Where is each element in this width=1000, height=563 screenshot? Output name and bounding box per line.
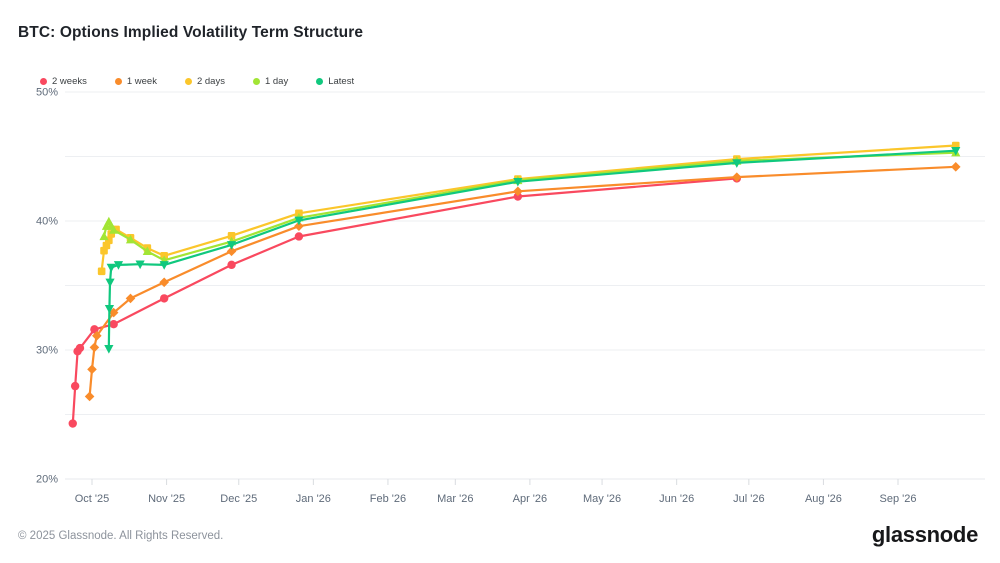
legend-label: 1 day [264, 76, 289, 87]
legend-dot-icon [184, 78, 192, 85]
legend-item-1-day[interactable]: 1 day [252, 76, 289, 87]
marker [106, 263, 116, 273]
marker [732, 159, 742, 168]
legend-label: 2 days [196, 76, 225, 87]
marker [950, 162, 961, 172]
marker [125, 234, 136, 244]
copyright-text: © 2025 Glassnode. All Rights Reserved. [18, 530, 224, 542]
series-line [71, 177, 738, 425]
marker [513, 192, 523, 201]
legend-item-latest[interactable]: Latest [316, 76, 354, 87]
marker [97, 267, 106, 276]
marker [105, 278, 115, 288]
x-axis-label: Mar '26 [437, 493, 473, 505]
legend-dot-icon [114, 78, 122, 85]
page-title: BTC: Options Implied Volatility Term Str… [18, 24, 364, 41]
marker [294, 232, 304, 241]
x-axis-label: Dec '25 [220, 493, 257, 505]
marker [99, 231, 109, 241]
legend-label: Latest [328, 76, 355, 87]
marker [89, 342, 100, 353]
y-axis-label: 40% [36, 216, 58, 228]
marker [135, 260, 145, 270]
legend-label: 2 weeks [52, 76, 87, 87]
marker [125, 293, 136, 304]
marker [951, 146, 961, 156]
marker [142, 246, 152, 256]
y-axis-label: 20% [36, 474, 58, 486]
series-latest [104, 146, 961, 354]
marker [732, 172, 742, 182]
marker [75, 343, 85, 353]
x-axis-label: Jan '26 [296, 493, 331, 505]
marker [159, 294, 169, 303]
marker [104, 305, 115, 314]
x-axis-label: Oct '25 [75, 493, 110, 505]
marker [109, 320, 118, 329]
marker [92, 331, 102, 341]
marker [70, 381, 80, 391]
marker [159, 277, 169, 288]
x-axis-label: Jul '26 [733, 493, 764, 505]
x-axis-label: Nov '25 [148, 493, 185, 505]
marker [104, 345, 114, 354]
marker [84, 391, 95, 402]
series-1-week [84, 162, 961, 402]
chart-area: 50% 40% 30% 20% Oct '25 Nov '25 Dec '25 Jan '26… [36, 87, 985, 505]
y-axis-label: 50% [36, 87, 58, 99]
y-axis-label: 30% [36, 345, 58, 357]
legend-item-1-week[interactable]: 1 week [114, 76, 157, 87]
series-2-weeks [68, 174, 742, 428]
marker [226, 241, 237, 250]
x-axis-label: Aug '26 [805, 493, 842, 505]
legend-dot-icon [40, 78, 47, 85]
x-axis-label: Apr '26 [513, 493, 548, 505]
marker [159, 261, 169, 270]
marker [226, 246, 237, 257]
marker [294, 221, 304, 231]
legend-item-2-weeks[interactable]: 2 weeks [40, 76, 87, 87]
legend-label: 1 week [126, 76, 157, 87]
series-line [88, 165, 957, 398]
marker [513, 177, 523, 187]
series-2-days [97, 141, 960, 276]
legend: 2 weeks 1 week 2 days 1 day Latest [40, 76, 354, 87]
x-axis-label: Sep '26 [880, 493, 917, 505]
legend-item-2-days[interactable]: 2 days [184, 76, 225, 87]
marker [109, 225, 119, 234]
marker [68, 419, 77, 428]
marker [294, 216, 304, 226]
legend-dot-icon [316, 78, 324, 85]
marker [513, 186, 523, 197]
x-axis-label: Jun '26 [659, 493, 694, 505]
marker [227, 260, 236, 270]
chart-svg: 50% 40% 30% 20% Oct '25 Nov '25 Dec '25 Jan '26… [36, 87, 985, 505]
marker [113, 261, 124, 270]
glassnode-logo: glassnode [871, 522, 978, 547]
x-axis-label: Feb '26 [370, 493, 406, 505]
legend-dot-icon [252, 78, 260, 85]
marker [87, 364, 97, 375]
marker [227, 232, 236, 240]
x-axis-label: May '26 [583, 493, 621, 505]
